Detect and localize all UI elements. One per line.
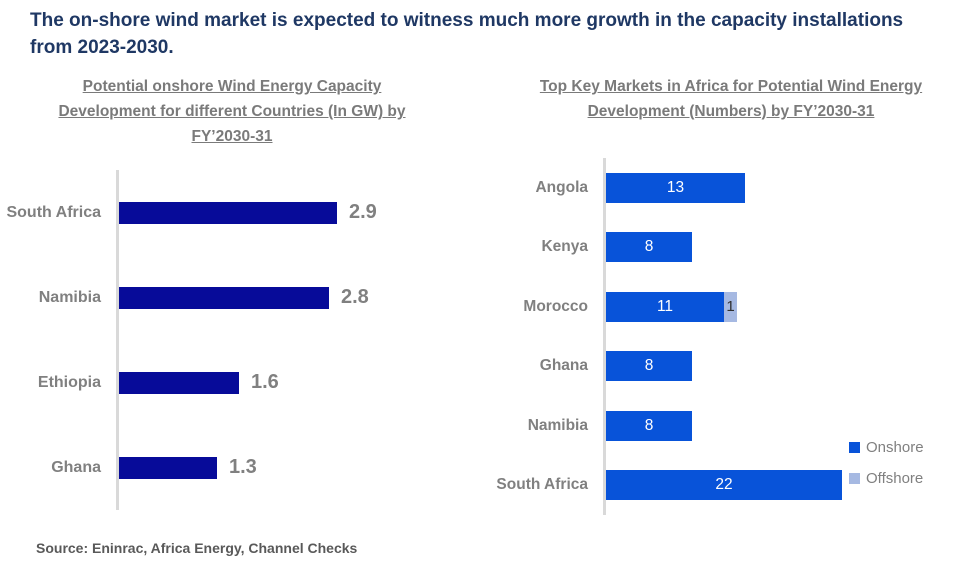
- category-label: Kenya: [541, 238, 588, 256]
- category-label: Ghana: [539, 357, 588, 375]
- bar-offshore-morocco: 1: [724, 291, 737, 322]
- bar-ethiopia: [119, 371, 239, 394]
- bar-onshore-kenya: 8: [606, 232, 692, 263]
- legend: Onshore Offshore: [849, 439, 924, 487]
- bar-row-south-africa: South Africa 2.9: [0, 170, 486, 255]
- bar-row-angola: Angola 13: [490, 158, 968, 218]
- category-label: Angola: [535, 178, 588, 196]
- legend-label-offshore: Offshore: [866, 470, 924, 487]
- bar-row-kenya: Kenya 8: [490, 217, 968, 277]
- bar-row-south-africa: South Africa 22: [490, 455, 968, 515]
- bar-row-ghana: Ghana 8: [490, 336, 968, 396]
- source-note: Source: Eninrac, Africa Energy, Channel …: [36, 540, 358, 556]
- legend-label-onshore: Onshore: [866, 439, 924, 456]
- value-label: 1.3: [229, 456, 257, 478]
- category-label: South Africa: [496, 476, 588, 494]
- bar-south-africa: [119, 201, 337, 224]
- bar-zone: 13: [603, 158, 968, 218]
- chart1-plot-area: South Africa 2.9 Namibia 2.8 Ethiopia 1.6 Ghan…: [0, 170, 486, 510]
- bar-zone: 2.8: [116, 255, 486, 340]
- legend-item-onshore: Onshore: [849, 439, 924, 456]
- page-title: The on-shore wind market is expected to …: [30, 10, 904, 58]
- value-label: 2.8: [341, 286, 369, 308]
- bar-zone: 22: [603, 455, 968, 515]
- bar-onshore-angola: 13: [606, 172, 745, 203]
- chart2-title: Top Key Markets in Africa for Potential …: [539, 78, 923, 120]
- bar-zone: 8: [603, 336, 968, 396]
- onshore-swatch-icon: [849, 442, 860, 453]
- bar-ghana: [119, 456, 217, 479]
- bar-row-ethiopia: Ethiopia 1.6: [0, 340, 486, 425]
- bar-row-namibia: Namibia 8: [490, 396, 968, 456]
- chart2-plot-area: Angola 13 Kenya 8 Morocco 11 1 Ghana 8 Namibia 8 So…: [490, 158, 968, 515]
- bar-namibia: [119, 286, 329, 309]
- bar-row-namibia: Namibia 2.8: [0, 255, 486, 340]
- bar-zone: 11 1: [603, 277, 968, 337]
- legend-item-offshore: Offshore: [849, 470, 924, 487]
- category-label: Ghana: [51, 458, 101, 476]
- value-label: 2.9: [349, 201, 377, 223]
- bar-onshore-namibia: 8: [606, 410, 692, 441]
- bar-onshore-south-africa: 22: [606, 470, 842, 501]
- value-label: 1.6: [251, 371, 279, 393]
- offshore-swatch-icon: [849, 473, 860, 484]
- bar-zone: 1.3: [116, 425, 486, 510]
- category-label: Namibia: [38, 288, 101, 306]
- category-label: South Africa: [6, 203, 101, 221]
- category-label: Namibia: [527, 416, 588, 434]
- category-label: Morocco: [523, 297, 588, 315]
- bar-zone: 8: [603, 396, 968, 456]
- bar-row-ghana: Ghana 1.3: [0, 425, 486, 510]
- bar-onshore-ghana: 8: [606, 351, 692, 382]
- chart1-title: Potential onshore Wind Energy Capacity D…: [58, 78, 406, 145]
- category-label: Ethiopia: [37, 373, 101, 391]
- bar-zone: 2.9: [116, 170, 486, 255]
- bar-row-morocco: Morocco 11 1: [490, 277, 968, 337]
- bar-onshore-morocco: 11: [606, 291, 724, 322]
- bar-zone: 1.6: [116, 340, 486, 425]
- bar-zone: 8: [603, 217, 968, 277]
